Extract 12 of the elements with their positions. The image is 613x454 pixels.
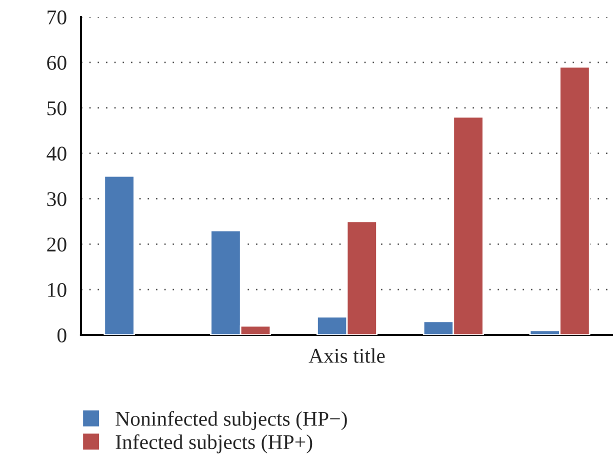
bar bbox=[104, 175, 135, 335]
y-tick-label: 20 bbox=[47, 238, 66, 252]
y-tick-label: 40 bbox=[46, 146, 66, 161]
y-tick-label: 0 bbox=[57, 328, 66, 342]
legend-label: Infected subjects (HP+) bbox=[116, 434, 312, 454]
y-tick-label: 60 bbox=[47, 56, 66, 70]
legend-label: Noninfected subjects (HP−) bbox=[116, 410, 347, 430]
y-tick-label: 50 bbox=[47, 101, 66, 116]
y-tick-label: 70 bbox=[48, 10, 66, 24]
x-axis-title: Axis title bbox=[308, 348, 385, 363]
y-tick-label: 30 bbox=[47, 192, 66, 206]
y-tick-label: 10 bbox=[48, 282, 66, 298]
